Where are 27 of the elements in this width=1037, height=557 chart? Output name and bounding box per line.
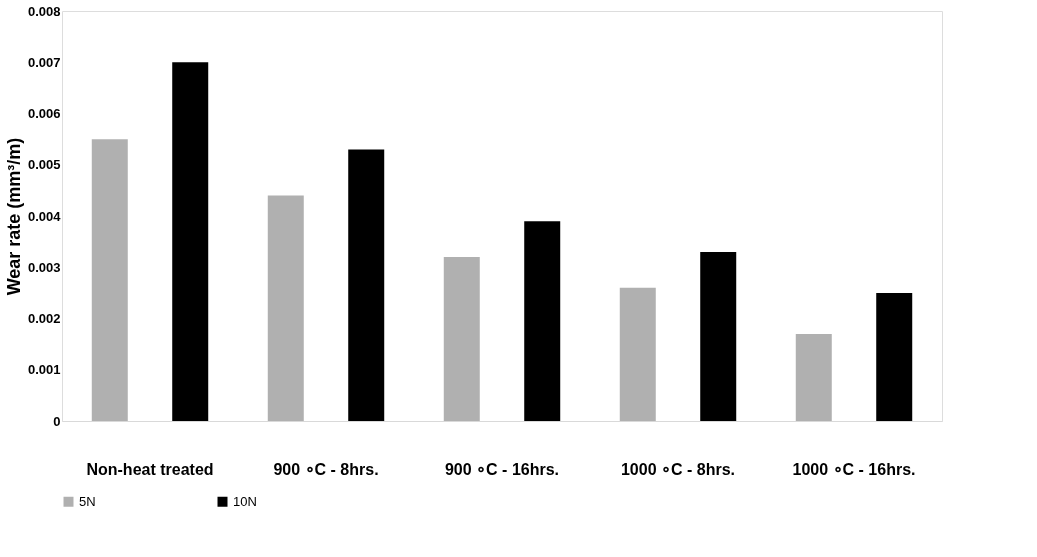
x-tick-label: 900 ∘C - 8hrs.: [273, 460, 379, 478]
bar: [172, 62, 209, 421]
bar: [267, 195, 304, 421]
bar: [524, 221, 561, 421]
y-tick-label: 0.002: [27, 311, 61, 326]
bar: [91, 139, 128, 421]
bar: [443, 257, 480, 421]
y-tick-label: 0.003: [27, 259, 61, 275]
y-tick-label: 0: [53, 413, 61, 429]
legend-label: 5N: [79, 493, 96, 509]
x-tick-label: 1000 ∘C - 16hrs.: [792, 460, 916, 478]
x-tick-label: Non-heat treated: [86, 460, 214, 478]
x-tick-label: 900 ∘C - 16hrs.: [444, 460, 560, 478]
y-tick-label: 0.008: [27, 3, 61, 19]
bar: [876, 292, 913, 421]
y-axis-title: Wear rate (mm³/m): [3, 137, 24, 296]
y-tick-label: 0.005: [27, 157, 61, 173]
y-tick-label: 0.006: [27, 106, 61, 121]
legend-label: 10N: [233, 493, 257, 509]
x-tick-label: 1000 ∘C - 8hrs.: [620, 460, 736, 478]
bar: [348, 149, 385, 421]
y-tick-label: 0.001: [27, 362, 61, 378]
y-tick-label: 0.007: [27, 54, 61, 70]
bar: [619, 287, 656, 421]
bar: [700, 251, 737, 421]
bar: [795, 333, 832, 421]
y-tick-label: 0.004: [27, 208, 62, 224]
